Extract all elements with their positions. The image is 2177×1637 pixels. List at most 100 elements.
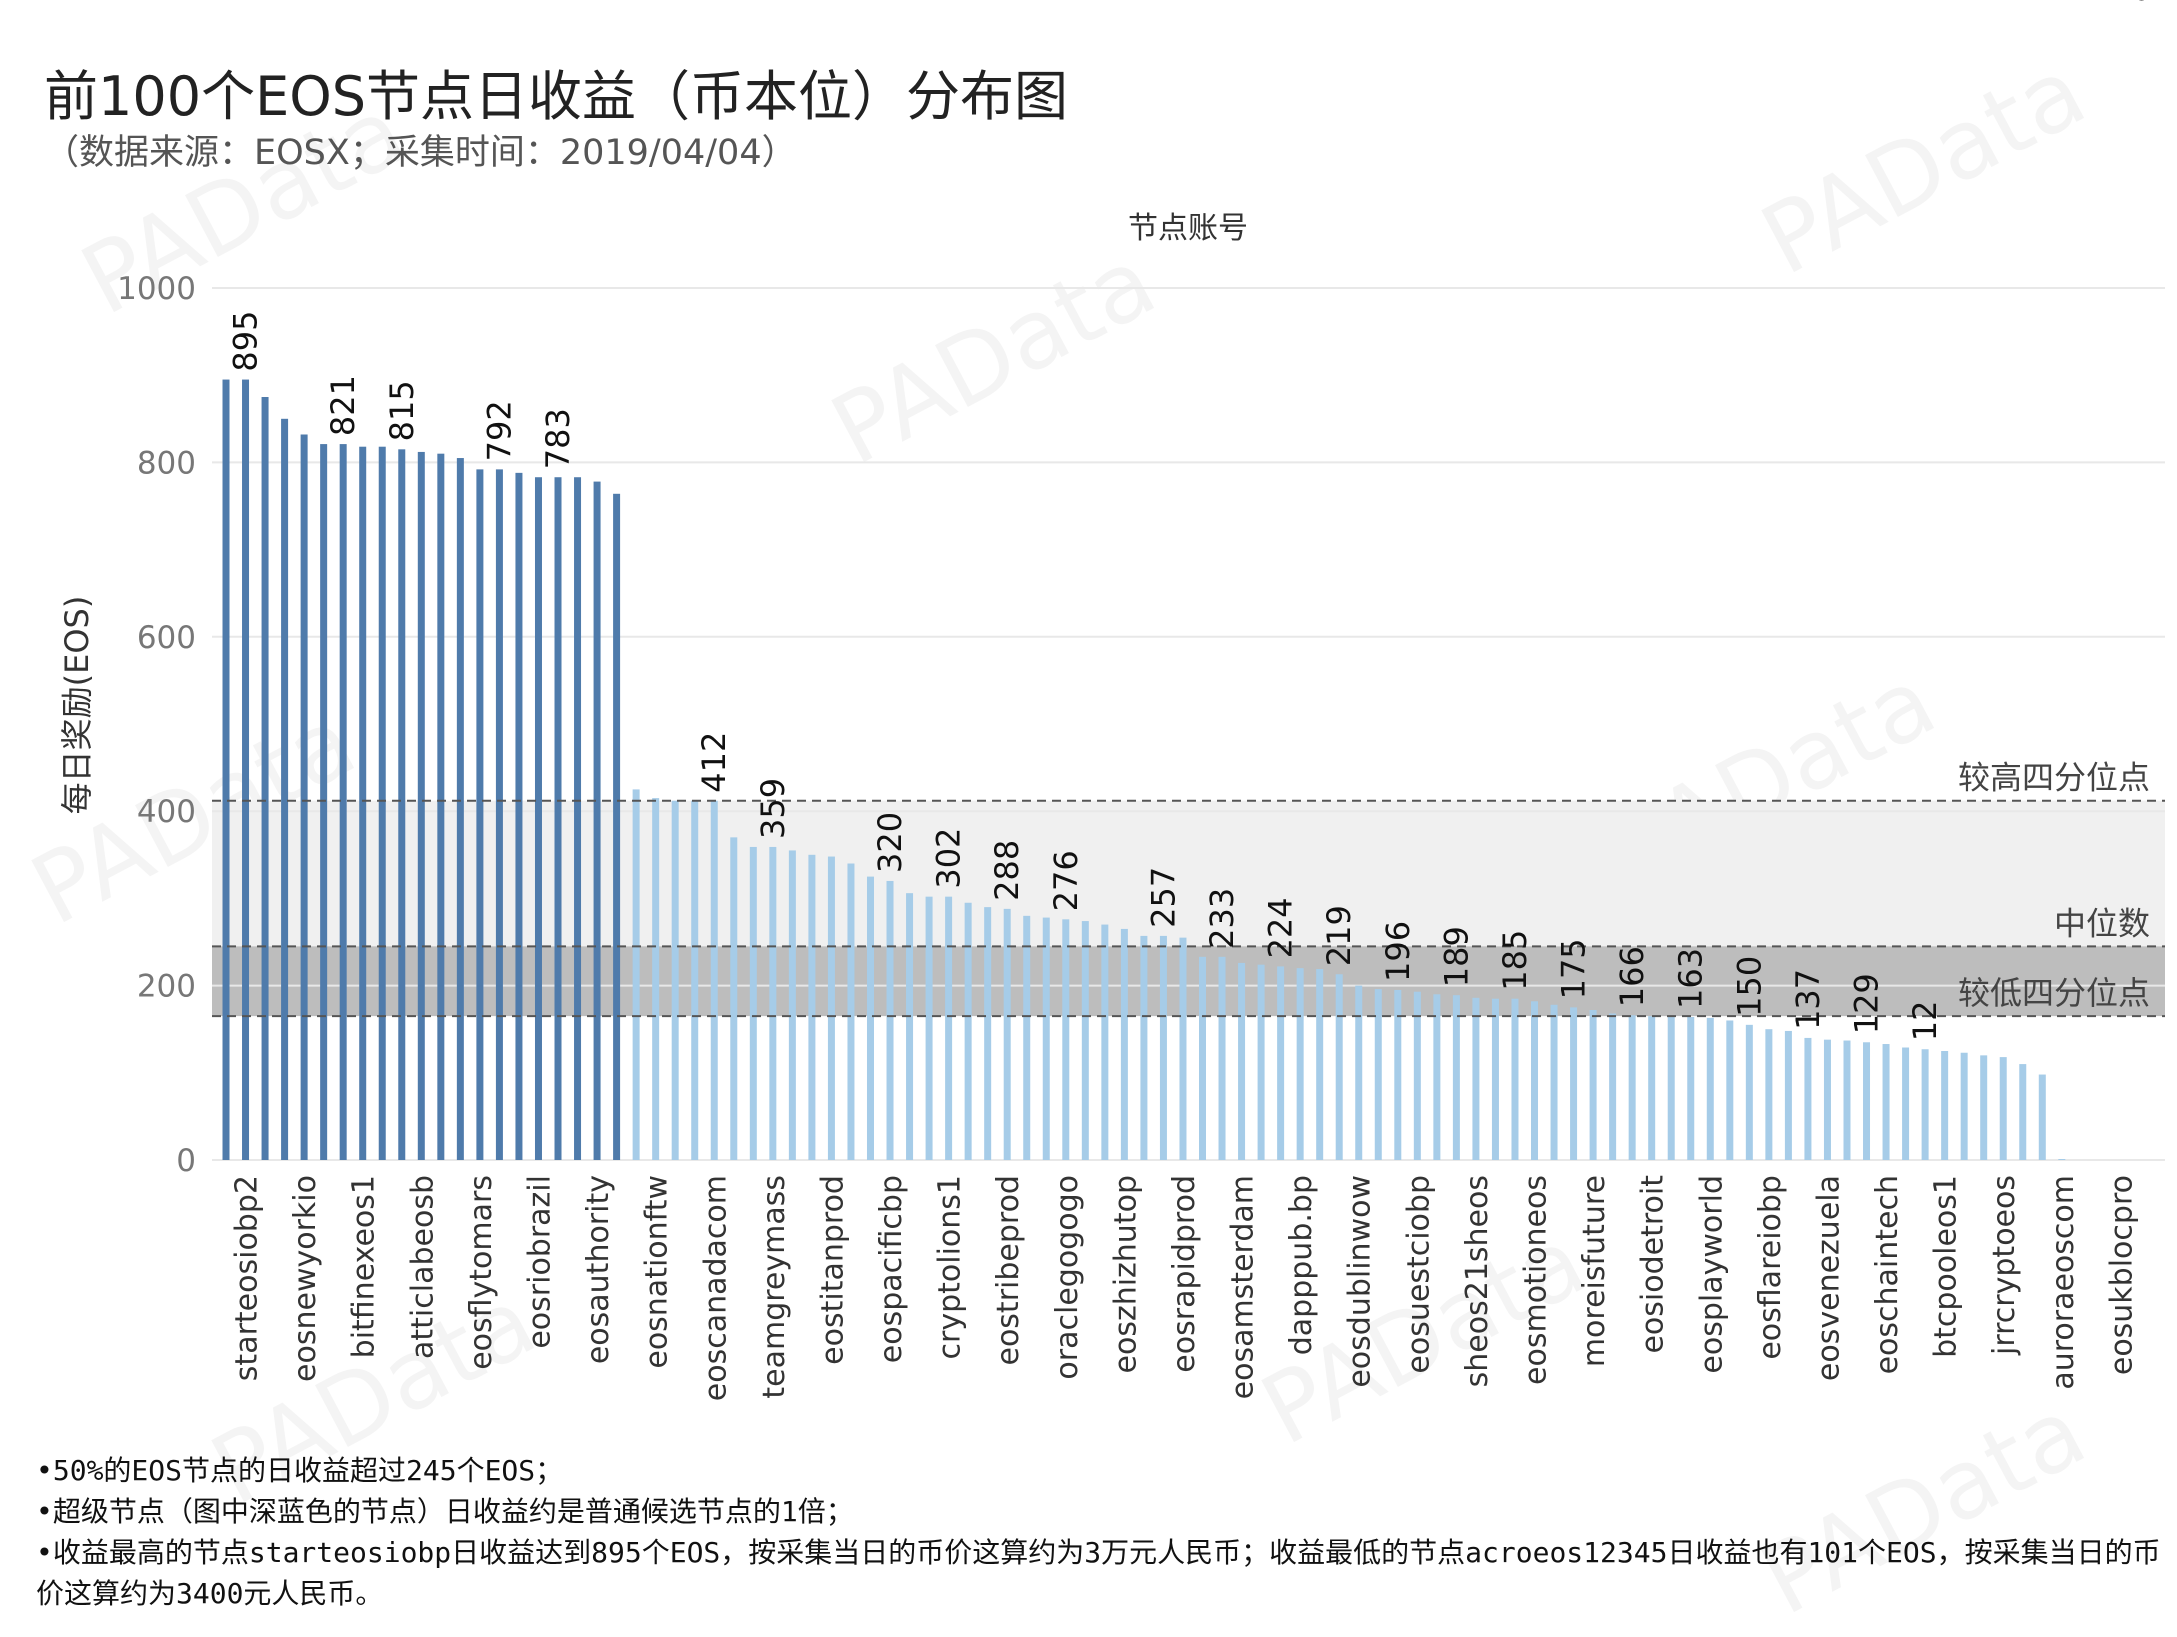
bar	[1550, 1004, 1558, 1160]
bar	[945, 896, 953, 1160]
x-tick-label: eostribeprod	[991, 1175, 1026, 1366]
note-line: •50%的EOS节点的日收益超过245个EOS；	[36, 1454, 564, 1487]
x-tick-label: eoszhizhutop	[1108, 1175, 1143, 1373]
x-tick-label: eosiodetroit	[1636, 1175, 1671, 1354]
x-tick-label: dapppub.bp	[1284, 1175, 1319, 1355]
bar	[339, 444, 347, 1160]
y-tick-label: 800	[137, 445, 196, 481]
x-tick-label: eosnationftw	[640, 1175, 675, 1369]
reference-line-label: 较低四分位点	[1958, 974, 2150, 1012]
bar	[1003, 908, 1011, 1160]
y-tick-label: 600	[137, 620, 196, 656]
bar	[261, 397, 269, 1160]
x-tick-label: moreisfuture	[1577, 1175, 1612, 1367]
bar	[1159, 935, 1167, 1160]
bar	[710, 800, 718, 1160]
bar	[1589, 1010, 1597, 1160]
x-tick-label: eosvenezuela	[1811, 1175, 1846, 1381]
bar	[632, 789, 640, 1160]
bar	[417, 451, 425, 1160]
bar	[671, 800, 679, 1160]
bar	[1531, 1001, 1539, 1160]
page-subtitle: （数据来源：EOSX；采集时间：2019/04/04）	[44, 133, 797, 173]
data-label: 185	[1496, 930, 1534, 991]
bar	[1140, 935, 1148, 1160]
x-tick-label: btcpooleos1	[1929, 1175, 1964, 1358]
bar	[1218, 956, 1226, 1160]
bar	[2019, 1064, 2027, 1160]
x-tick-label: eoscanadacom	[698, 1175, 733, 1401]
data-label: 276	[1047, 850, 1085, 911]
bar	[1511, 998, 1519, 1160]
page-title: 前100个EOS节点日收益（币本位）分布图	[44, 65, 1068, 128]
bar	[1081, 921, 1089, 1160]
bar	[1609, 1013, 1617, 1160]
data-label: 163	[1672, 948, 1710, 1009]
notes: •50%的EOS节点的日收益超过245个EOS； •超级节点（图中深蓝色的节点）…	[36, 1450, 2166, 1614]
bar	[1921, 1049, 1929, 1160]
bar	[886, 880, 894, 1160]
bar	[222, 379, 230, 1160]
bar	[495, 469, 503, 1161]
bar	[730, 837, 738, 1160]
x-tick-label: eosdublinwow	[1343, 1175, 1378, 1388]
bar	[866, 876, 874, 1160]
data-label: 288	[988, 840, 1026, 901]
bar	[1355, 985, 1363, 1160]
upper-quartile-band	[212, 800, 2165, 947]
bar	[1999, 1057, 2007, 1160]
bar	[1238, 962, 1246, 1160]
y-tick-label: 200	[137, 969, 196, 1005]
bar	[1257, 964, 1265, 1160]
bar	[534, 477, 542, 1160]
bar	[378, 446, 386, 1161]
bar	[1648, 1016, 1656, 1160]
x-tick-label: eosplayworld	[1694, 1175, 1729, 1374]
bar	[1687, 1016, 1695, 1160]
bar	[1726, 1020, 1734, 1160]
reference-line-label: 较高四分位点	[1958, 759, 2150, 797]
bar	[1667, 1016, 1675, 1160]
bar	[1902, 1047, 1910, 1160]
x-tick-label: eospacificbp	[874, 1175, 909, 1363]
x-tick-label: auroraeoscom	[2046, 1175, 2081, 1390]
bar	[749, 846, 757, 1160]
data-label: 224	[1262, 897, 1300, 958]
bar	[574, 477, 582, 1160]
bar	[593, 481, 601, 1161]
bar	[281, 418, 289, 1160]
note-line: •收益最高的节点starteosiobp日收益达到895个EOS，按采集当日的币…	[36, 1536, 2161, 1610]
bar	[906, 893, 914, 1160]
bar	[1491, 998, 1499, 1160]
bar	[437, 453, 445, 1160]
data-label: 196	[1379, 921, 1417, 982]
data-label: 175	[1555, 938, 1593, 999]
reference-line-label: 中位数	[2054, 904, 2150, 942]
data-label: 359	[754, 778, 792, 839]
bar	[242, 379, 250, 1160]
bar	[1394, 989, 1402, 1160]
data-label: 0	[2131, 0, 2151, 8]
bar	[1765, 1029, 1773, 1160]
bar	[847, 863, 855, 1160]
bar	[1960, 1052, 1968, 1160]
data-label: 320	[871, 812, 909, 873]
bar	[1042, 917, 1050, 1160]
bar	[1804, 1037, 1812, 1160]
bar	[769, 846, 777, 1160]
bar	[691, 800, 699, 1160]
x-tick-label: eosrapidprod	[1167, 1175, 1202, 1373]
bar	[788, 850, 796, 1160]
y-tick-label: 1000	[117, 271, 196, 307]
bar	[925, 896, 933, 1160]
bar	[613, 493, 621, 1160]
chart-header: 节点账号	[1128, 211, 1248, 246]
bar	[984, 907, 992, 1160]
bar	[1062, 919, 1070, 1160]
bar	[1863, 1042, 1871, 1160]
bar	[1433, 994, 1441, 1160]
data-label: 129	[1848, 973, 1886, 1034]
x-tick-label: eosriobrazil	[522, 1175, 557, 1349]
bar	[1374, 989, 1382, 1160]
x-tick-label: jrrcryptoeos	[1987, 1175, 2022, 1356]
